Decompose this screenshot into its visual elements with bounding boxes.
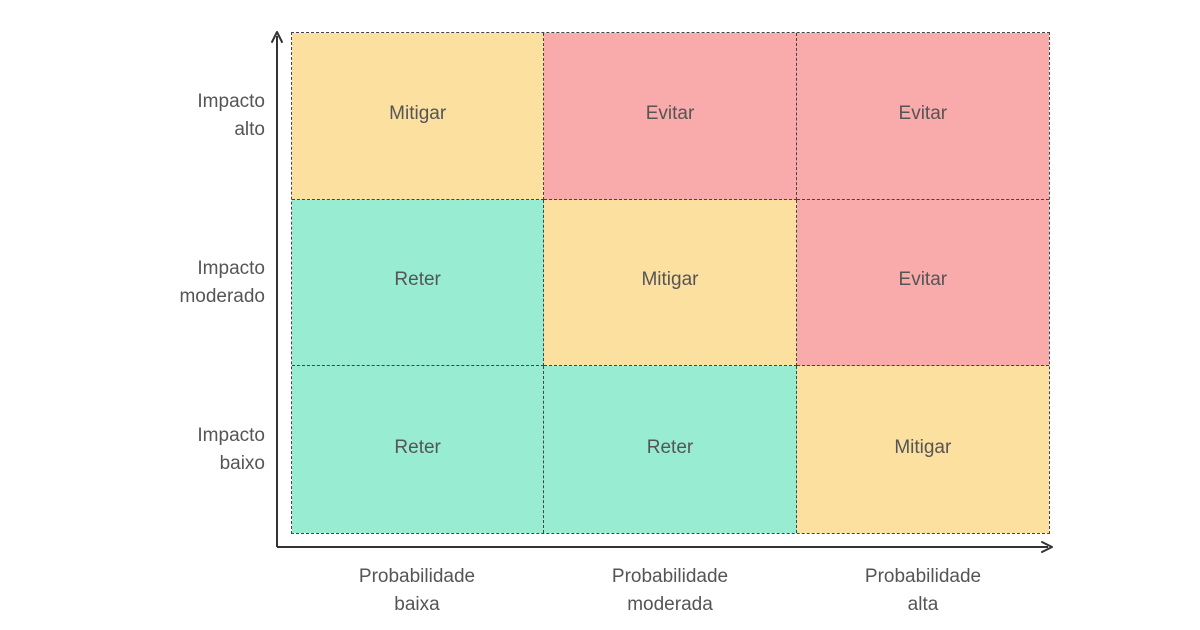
matrix-cell-moderate-moderate: Mitigar (544, 199, 797, 367)
x-label-line: alta (907, 594, 939, 615)
y-label-line: alto (234, 119, 265, 140)
matrix-cell-moderate-high: Evitar (796, 199, 1049, 367)
cell-label: Mitigar (641, 269, 699, 291)
cell-label: Mitigar (389, 102, 447, 124)
y-label-line: Impacto (197, 258, 265, 279)
cell-label: Evitar (645, 102, 695, 124)
matrix-cell-low-moderate: Reter (544, 366, 797, 533)
y-label-line: Impacto (197, 91, 265, 112)
cell-label: Mitigar (894, 436, 952, 458)
cell-label: Reter (394, 269, 441, 291)
x-label-line: Probabilidade (358, 566, 476, 587)
matrix-cell-low-high: Mitigar (796, 366, 1049, 533)
x-label-probability-moderate: Probabilidade moderada (544, 563, 796, 619)
cell-label: Reter (646, 436, 694, 458)
cell-label: Evitar (898, 102, 948, 124)
matrix-cell-low-low: Reter (292, 366, 545, 533)
y-label-impact-low: Impacto baixo (105, 422, 265, 478)
x-label-line: moderada (627, 594, 713, 615)
y-label-line: baixo (219, 453, 265, 474)
y-label-impact-moderate: Impacto moderado (105, 255, 265, 311)
x-axis-arrow-icon (1041, 541, 1053, 553)
y-label-line: moderado (179, 286, 265, 307)
x-label-line: Probabilidade (611, 566, 729, 587)
matrix-cell-high-low: Mitigar (292, 33, 545, 200)
x-label-line: Probabilidade (864, 566, 982, 587)
matrix-cell-high-high: Evitar (796, 33, 1049, 200)
x-label-probability-low: Probabilidade baixa (291, 563, 543, 619)
x-label-probability-high: Probabilidade alta (797, 563, 1049, 619)
y-axis-arrow-icon (271, 31, 283, 43)
x-label-line: baixa (394, 594, 440, 615)
matrix-cell-high-moderate: Evitar (544, 33, 797, 200)
matrix-cell-moderate-low: Reter (292, 199, 545, 367)
cell-label: Evitar (898, 269, 948, 291)
cell-label: Reter (394, 436, 441, 458)
y-label-line: Impacto (197, 425, 265, 446)
y-label-impact-high: Impacto alto (105, 88, 265, 144)
risk-matrix: Mitigar Evitar Evitar Reter Mitigar Evit… (291, 32, 1050, 534)
